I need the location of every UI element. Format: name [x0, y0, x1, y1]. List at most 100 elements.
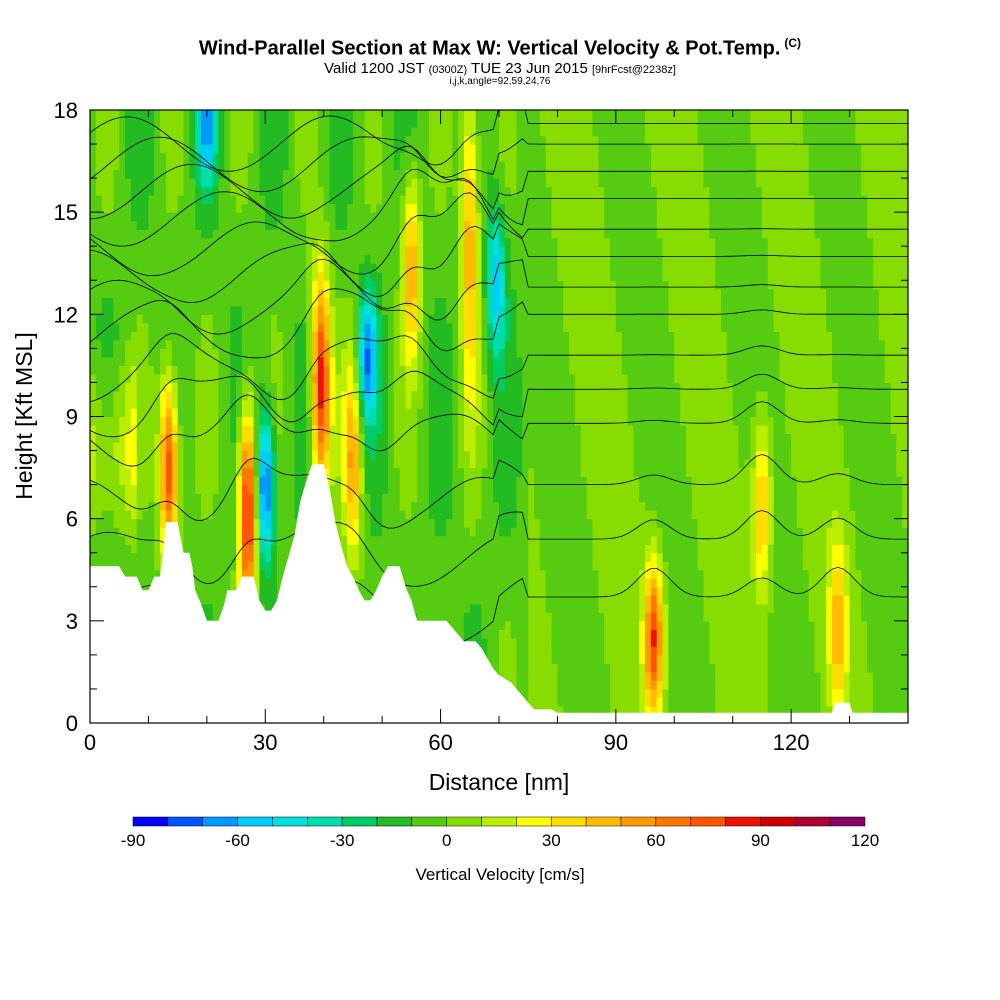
velocity-cell — [160, 442, 167, 452]
velocity-cell — [95, 510, 103, 520]
velocity-cell — [224, 203, 231, 213]
velocity-cell — [411, 459, 418, 469]
velocity-cell — [171, 356, 179, 367]
velocity-cell — [399, 169, 407, 179]
velocity-cell — [300, 348, 307, 358]
velocity-cell — [107, 365, 114, 375]
velocity-cell — [125, 433, 132, 443]
velocity-cell — [323, 297, 331, 307]
velocity-cell — [352, 569, 360, 579]
velocity-cell — [271, 433, 278, 443]
velocity-cell — [440, 246, 448, 256]
velocity-cell — [370, 467, 377, 477]
velocity-cell — [469, 450, 477, 460]
velocity-cell — [481, 637, 488, 647]
velocity-cell — [236, 152, 243, 162]
velocity-cell — [434, 586, 442, 596]
velocity-cell — [423, 578, 430, 588]
velocity-cell — [113, 237, 120, 247]
velocity-cell — [452, 297, 459, 307]
velocity-cell — [276, 433, 284, 443]
chart-title: Wind-Parallel Section at Max W: Vertical… — [0, 36, 1000, 61]
velocity-cell — [107, 237, 114, 247]
velocity-cell — [253, 578, 261, 588]
velocity-cell — [165, 510, 173, 520]
velocity-cell — [417, 407, 424, 418]
velocity-cell — [417, 322, 424, 332]
velocity-cell — [300, 161, 307, 171]
velocity-cell — [201, 595, 208, 605]
velocity-cell — [265, 527, 272, 537]
velocity-cell — [487, 246, 494, 256]
velocity-cell — [125, 229, 132, 239]
velocity-cell — [154, 254, 161, 264]
velocity-cell — [393, 331, 401, 341]
velocity-cell — [90, 390, 97, 401]
velocity-cell — [458, 246, 465, 256]
velocity-cell — [411, 220, 418, 230]
velocity-cell — [452, 518, 459, 528]
velocity-cell — [271, 467, 278, 477]
velocity-cell — [160, 288, 167, 298]
velocity-cell — [329, 425, 336, 435]
velocity-cell — [487, 425, 494, 435]
velocity-cell — [358, 186, 366, 196]
velocity-cell — [253, 501, 261, 511]
velocity-cell — [259, 305, 266, 315]
velocity-cell — [247, 442, 255, 452]
velocity-cell — [130, 518, 138, 528]
velocity-cell — [423, 220, 430, 230]
velocity-cell — [370, 476, 377, 486]
velocity-cell — [393, 212, 401, 222]
velocity-cell — [206, 229, 214, 239]
velocity-cell — [382, 203, 389, 213]
velocity-cell — [206, 339, 214, 349]
velocity-cell — [475, 246, 483, 256]
velocity-cell — [276, 280, 284, 290]
velocity-cell — [148, 476, 155, 486]
velocity-cell — [230, 331, 237, 341]
velocity-cell — [142, 578, 150, 588]
velocity-cell — [282, 144, 290, 154]
velocity-cell — [206, 459, 214, 469]
velocity-cell — [148, 271, 155, 281]
velocity-cell — [487, 382, 494, 392]
velocity-cell — [300, 246, 307, 256]
velocity-cell — [247, 271, 255, 281]
velocity-cell — [428, 178, 436, 188]
velocity-cell — [399, 339, 407, 349]
velocity-cell — [493, 663, 500, 673]
velocity-cell — [423, 127, 430, 137]
velocity-cell — [224, 373, 231, 384]
velocity-cell — [335, 220, 342, 230]
velocity-cell — [201, 407, 208, 418]
velocity-cell — [475, 484, 483, 494]
velocity-cell — [458, 467, 465, 477]
velocity-cell — [393, 161, 401, 171]
velocity-cell — [481, 578, 488, 588]
velocity-cell — [399, 407, 407, 418]
velocity-cell — [101, 373, 109, 384]
velocity-cell — [481, 603, 488, 613]
velocity-cell — [434, 254, 442, 264]
velocity-cell — [475, 612, 483, 622]
velocity-cell — [434, 603, 442, 613]
velocity-cell — [282, 305, 290, 315]
velocity-cell — [189, 476, 196, 486]
velocity-cell — [241, 493, 249, 503]
velocity-cell — [376, 297, 383, 307]
velocity-cell — [230, 501, 237, 511]
velocity-cell — [475, 535, 483, 545]
velocity-cell — [358, 135, 366, 145]
velocity-cell — [306, 127, 313, 137]
velocity-cell — [382, 450, 389, 460]
velocity-cell — [475, 501, 483, 511]
velocity-cell — [165, 186, 173, 196]
velocity-cell — [417, 535, 424, 545]
velocity-cell — [154, 237, 161, 247]
velocity-cell — [487, 654, 494, 665]
velocity-cell — [347, 237, 354, 247]
velocity-cell — [382, 561, 389, 571]
velocity-cell — [165, 322, 173, 332]
velocity-cell — [142, 510, 150, 520]
